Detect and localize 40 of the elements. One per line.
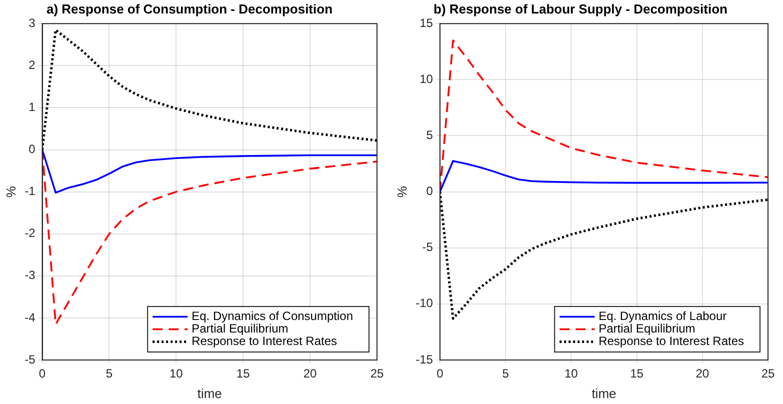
legend-label: Response to Interest Rates bbox=[598, 334, 744, 348]
y-tick-label: 15 bbox=[420, 16, 434, 30]
y-tick-label: -4 bbox=[24, 310, 36, 324]
y-tick-label: -5 bbox=[24, 352, 36, 366]
x-tick-label: 20 bbox=[303, 366, 318, 381]
x-tick-label: 10 bbox=[169, 366, 184, 381]
y-tick-label: 0 bbox=[28, 142, 36, 156]
x-tick-label: 0 bbox=[38, 366, 46, 381]
x-tick-label: 25 bbox=[761, 366, 775, 381]
y-tick-label: 3 bbox=[28, 16, 36, 30]
y-axis-title: % bbox=[3, 186, 18, 198]
y-tick-label: -5 bbox=[422, 240, 434, 254]
y-axis-title: % bbox=[394, 186, 410, 198]
x-axis-title: time bbox=[197, 386, 222, 401]
legend-label: Eq. Dynamics of Consumption bbox=[192, 309, 354, 324]
legend-label: Partial Equilibrium bbox=[598, 322, 696, 336]
y-tick-label: -10 bbox=[416, 296, 434, 310]
chart-title: b) Response of Labour Supply - Decomposition bbox=[434, 1, 728, 16]
legend-label: Response to Interest Rates bbox=[192, 334, 338, 348]
y-tick-label: -2 bbox=[24, 226, 36, 240]
y-tick-label: 1 bbox=[28, 100, 36, 114]
x-tick-label: 10 bbox=[564, 366, 578, 381]
x-tick-label: 25 bbox=[370, 366, 384, 381]
y-tick-label: -15 bbox=[416, 352, 434, 366]
y-tick-label: 2 bbox=[28, 58, 36, 72]
y-tick-label: 5 bbox=[426, 128, 434, 142]
y-tick-label: 0 bbox=[426, 184, 434, 198]
x-tick-label: 5 bbox=[106, 366, 113, 381]
y-tick-label: 10 bbox=[420, 72, 434, 86]
chart-title: a) Response of Consumption - Decomposition bbox=[46, 1, 333, 16]
y-tick-label: -3 bbox=[24, 268, 36, 282]
x-tick-label: 15 bbox=[630, 366, 644, 381]
legend-label: Partial Equilibrium bbox=[192, 322, 288, 336]
x-tick-label: 0 bbox=[436, 366, 444, 381]
x-tick-label: 5 bbox=[502, 366, 510, 381]
x-axis-title: time bbox=[592, 386, 616, 401]
legend-label: Eq. Dynamics of Labour bbox=[598, 309, 727, 324]
x-tick-label: 20 bbox=[696, 366, 710, 381]
y-tick-label: -1 bbox=[24, 184, 36, 198]
x-tick-label: 15 bbox=[236, 366, 250, 381]
